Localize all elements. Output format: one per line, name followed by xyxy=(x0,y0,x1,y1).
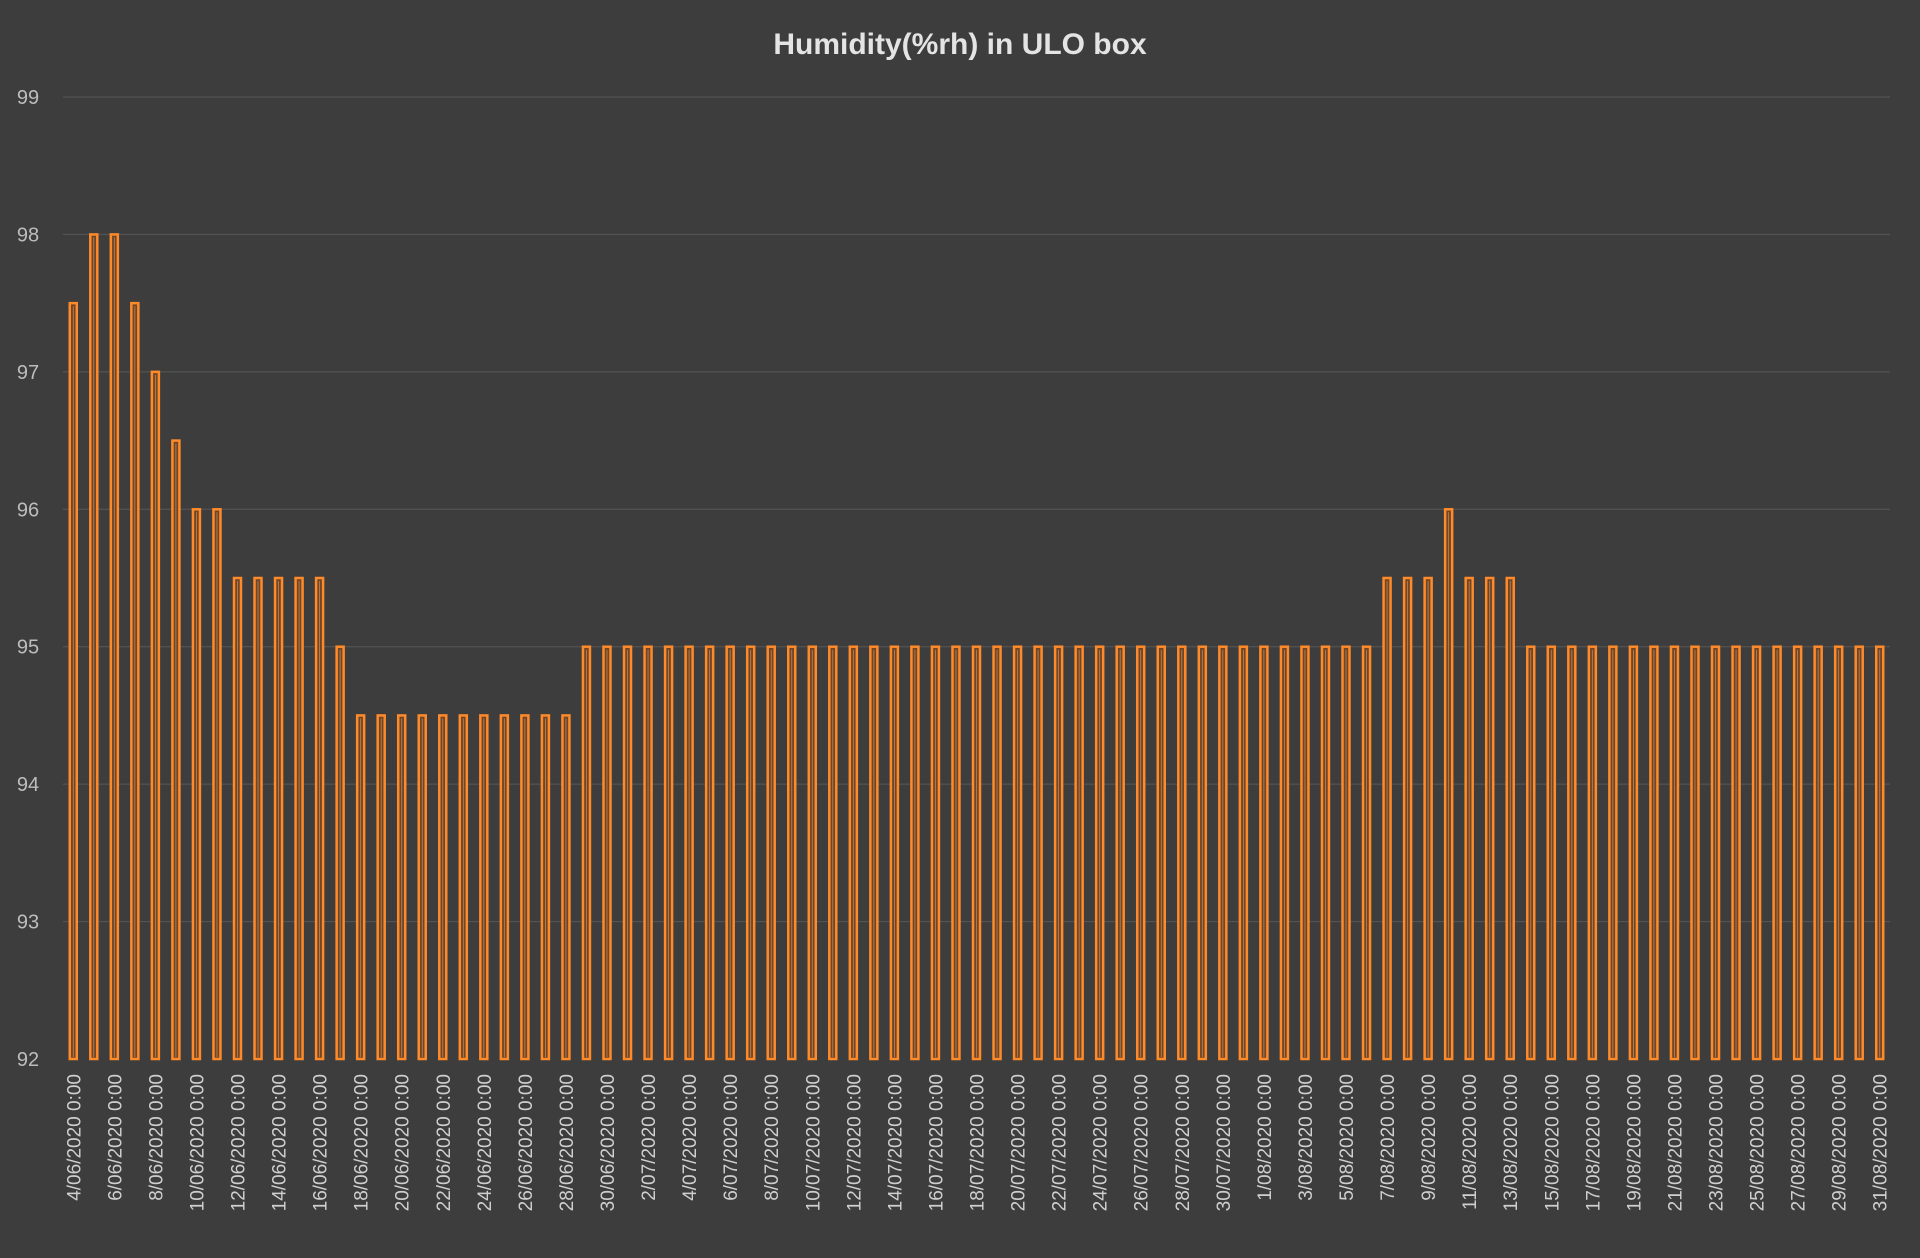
y-axis-tick-labels: 92 93 94 95 96 97 98 99 xyxy=(17,87,39,1071)
x-tick-label: 20/07/2020 0:00 xyxy=(1009,1074,1030,1211)
x-tick-label: 26/07/2020 0:00 xyxy=(1132,1074,1153,1211)
x-tick-label: 5/08/2020 0:00 xyxy=(1337,1074,1358,1201)
y-tick-label: 92 xyxy=(17,1049,39,1071)
x-tick-label: 13/08/2020 0:00 xyxy=(1501,1074,1522,1211)
x-tick-label: 30/06/2020 0:00 xyxy=(598,1074,619,1211)
x-tick-label: 2/07/2020 0:00 xyxy=(639,1074,660,1201)
y-tick-label: 97 xyxy=(17,362,39,384)
x-tick-label: 26/06/2020 0:00 xyxy=(516,1074,537,1211)
x-tick-label: 23/08/2020 0:00 xyxy=(1707,1074,1728,1211)
x-tick-label: 18/06/2020 0:00 xyxy=(352,1074,373,1211)
x-tick-label: 4/06/2020 0:00 xyxy=(64,1074,85,1201)
x-tick-label: 27/08/2020 0:00 xyxy=(1789,1074,1810,1211)
x-tick-label: 14/06/2020 0:00 xyxy=(270,1074,291,1211)
x-tick-label: 3/08/2020 0:00 xyxy=(1296,1074,1317,1201)
x-tick-label: 28/07/2020 0:00 xyxy=(1173,1074,1194,1211)
x-tick-label: 10/06/2020 0:00 xyxy=(187,1074,208,1211)
x-tick-label: 12/06/2020 0:00 xyxy=(228,1074,249,1211)
bars xyxy=(68,233,1885,1061)
x-tick-label: 24/07/2020 0:00 xyxy=(1091,1074,1112,1211)
y-tick-label: 93 xyxy=(17,912,39,934)
x-tick-label: 14/07/2020 0:00 xyxy=(885,1074,906,1211)
x-tick-label: 4/07/2020 0:00 xyxy=(680,1074,701,1201)
x-tick-label: 19/08/2020 0:00 xyxy=(1624,1074,1645,1211)
x-tick-label: 22/06/2020 0:00 xyxy=(434,1074,455,1211)
y-tick-label: 94 xyxy=(17,774,39,796)
x-tick-label: 16/07/2020 0:00 xyxy=(926,1074,947,1211)
x-tick-label: 30/07/2020 0:00 xyxy=(1214,1074,1235,1211)
x-tick-label: 28/06/2020 0:00 xyxy=(557,1074,578,1211)
x-tick-label: 21/08/2020 0:00 xyxy=(1665,1074,1686,1211)
x-tick-label: 1/08/2020 0:00 xyxy=(1255,1074,1276,1201)
x-tick-label: 18/07/2020 0:00 xyxy=(968,1074,989,1211)
x-tick-label: 7/08/2020 0:00 xyxy=(1378,1074,1399,1201)
x-tick-label: 10/07/2020 0:00 xyxy=(803,1074,824,1211)
x-tick-label: 6/06/2020 0:00 xyxy=(105,1074,126,1201)
x-tick-label: 20/06/2020 0:00 xyxy=(393,1074,414,1211)
x-tick-label: 22/07/2020 0:00 xyxy=(1050,1074,1071,1211)
chart-title: Humidity(%rh) in ULO box xyxy=(773,28,1147,61)
y-tick-label: 95 xyxy=(17,637,39,659)
x-tick-label: 8/06/2020 0:00 xyxy=(146,1074,167,1201)
y-tick-label: 98 xyxy=(17,224,39,246)
y-tick-label: 99 xyxy=(17,87,39,109)
y-tick-label: 96 xyxy=(17,499,39,521)
x-tick-label: 12/07/2020 0:00 xyxy=(844,1074,865,1211)
x-tick-label: 9/08/2020 0:00 xyxy=(1419,1074,1440,1201)
x-tick-label: 29/08/2020 0:00 xyxy=(1830,1074,1851,1211)
x-tick-label: 17/08/2020 0:00 xyxy=(1583,1074,1604,1211)
x-tick-label: 8/07/2020 0:00 xyxy=(762,1074,783,1201)
x-tick-label: 15/08/2020 0:00 xyxy=(1542,1074,1563,1211)
x-tick-label: 24/06/2020 0:00 xyxy=(475,1074,496,1211)
x-tick-label: 25/08/2020 0:00 xyxy=(1748,1074,1769,1211)
x-tick-label: 6/07/2020 0:00 xyxy=(721,1074,742,1201)
x-tick-label: 11/08/2020 0:00 xyxy=(1460,1074,1481,1210)
x-axis-tick-labels: 4/06/2020 0:00 6/06/2020 0:00 8/06/2020 0:… xyxy=(64,1074,1891,1211)
x-tick-label: 16/06/2020 0:00 xyxy=(311,1074,332,1211)
x-tick-label: 31/08/2020 0:00 xyxy=(1871,1074,1892,1211)
